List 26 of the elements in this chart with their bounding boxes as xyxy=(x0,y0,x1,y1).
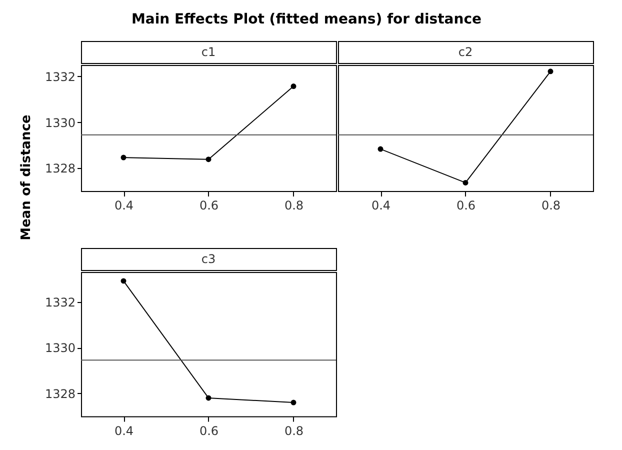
point xyxy=(120,278,126,284)
x-tick-label: 0.8 xyxy=(284,424,304,438)
point xyxy=(290,400,296,406)
point xyxy=(206,156,212,162)
y-tick-label: 1332 xyxy=(44,70,76,84)
x-tick-label: 0.4 xyxy=(371,198,391,212)
point xyxy=(290,84,296,90)
chart-title: Main Effects Plot (fitted means) for distance xyxy=(131,12,482,28)
x-tick-label: 0.4 xyxy=(114,198,134,212)
x-tick-label: 0.6 xyxy=(199,424,219,438)
point xyxy=(120,154,126,160)
y-tick-label: 1330 xyxy=(44,341,76,356)
y-tick-label: 1328 xyxy=(44,386,76,401)
y-tick-label: 1330 xyxy=(44,116,76,130)
chart-title: c3 xyxy=(201,252,216,266)
point xyxy=(206,395,212,401)
x-tick-label: 0.4 xyxy=(114,424,134,438)
y-tick-label: 1328 xyxy=(44,162,76,176)
y-tick-label: 1332 xyxy=(44,295,76,310)
chart-title: c2 xyxy=(458,45,473,59)
x-tick-label: 0.6 xyxy=(456,198,476,212)
chart-subtitle: c1 xyxy=(201,45,216,59)
y-axis-title: Mean of distance xyxy=(18,114,34,240)
x-tick-label: 0.8 xyxy=(284,198,304,212)
x-tick-label: 0.6 xyxy=(199,198,219,212)
x-tick-label: 0.8 xyxy=(541,198,561,212)
